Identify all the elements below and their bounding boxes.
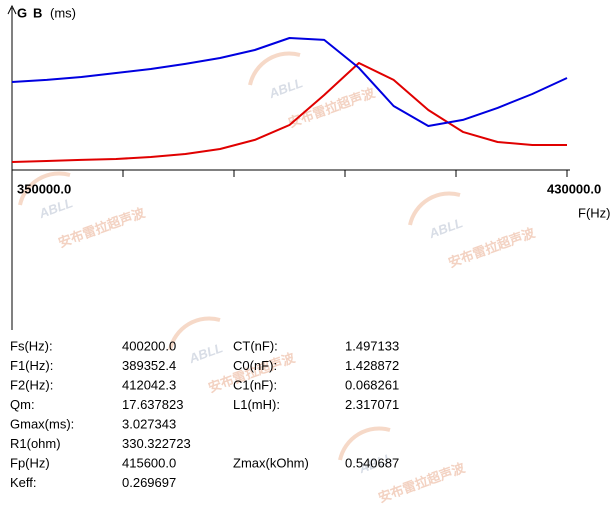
watermark-text: 安布雷拉超声波	[446, 225, 538, 271]
param-label: F2(Hz):	[10, 377, 53, 392]
param-label: L1(mH):	[233, 397, 280, 412]
param-label: Qm:	[10, 397, 35, 412]
param-value: 0.068261	[345, 377, 399, 392]
watermark-text: 安布雷拉超声波	[286, 85, 378, 131]
param-label: F1(Hz):	[10, 358, 53, 373]
param-value: 1.428872	[345, 358, 399, 373]
param-label: R1(ohm)	[10, 436, 61, 451]
param-value: 400200.0	[122, 338, 176, 353]
y-arrow	[7, 4, 17, 15]
param-label: C0(nF):	[233, 358, 277, 373]
param-label: C1(nF):	[233, 377, 277, 392]
y-axis-label: (ms)	[50, 5, 76, 20]
watermark-arc	[338, 426, 391, 461]
series-line	[11, 37, 568, 127]
legend-entry: G	[17, 5, 27, 20]
param-value: 0.540687	[345, 455, 399, 470]
param-label: Zmax(kOhm)	[233, 455, 309, 470]
param-value: 1.497133	[345, 338, 399, 353]
param-value: 389352.4	[122, 358, 176, 373]
param-value: 17.637823	[122, 397, 183, 412]
param-value: 415600.0	[122, 455, 176, 470]
param-label: Fp(Hz)	[10, 455, 50, 470]
legend-entry: B	[33, 5, 42, 20]
watermark-brand: ABLL	[186, 340, 225, 366]
param-label: Gmax(ms):	[10, 416, 74, 431]
x-tick-label: 350000.0	[17, 181, 71, 196]
watermark-arc	[168, 316, 221, 351]
watermark-arc	[408, 191, 461, 226]
watermark-brand: ABLL	[426, 215, 465, 241]
watermark-arc	[18, 171, 71, 206]
param-label: Keff:	[10, 475, 37, 490]
watermark-text: 安布雷拉超声波	[56, 205, 148, 251]
watermark-arc	[248, 51, 301, 86]
param-value: 2.317071	[345, 397, 399, 412]
param-value: 0.269697	[122, 475, 176, 490]
param-value: 330.322723	[122, 436, 191, 451]
series-line	[11, 62, 567, 163]
x-tick-label: 430000.0	[547, 181, 601, 196]
watermark-brand: ABLL	[36, 195, 75, 221]
param-value: 412042.3	[122, 377, 176, 392]
param-label: Fs(Hz):	[10, 338, 53, 353]
x-axis-label: F(Hz)	[578, 205, 611, 220]
param-label: CT(nF):	[233, 338, 278, 353]
watermark-brand: ABLL	[266, 75, 305, 101]
param-value: 3.027343	[122, 416, 176, 431]
